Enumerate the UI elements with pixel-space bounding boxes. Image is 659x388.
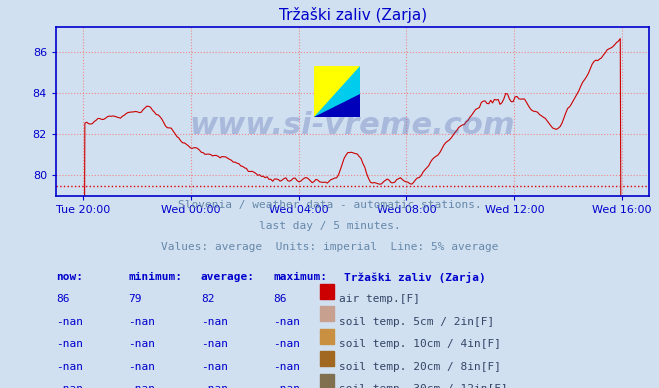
Text: -nan: -nan [273, 339, 301, 349]
Text: Values: average  Units: imperial  Line: 5% average: Values: average Units: imperial Line: 5%… [161, 242, 498, 253]
Text: -nan: -nan [129, 362, 156, 372]
Text: -nan: -nan [201, 362, 228, 372]
Text: minimum:: minimum: [129, 272, 183, 282]
Text: soil temp. 20cm / 8in[F]: soil temp. 20cm / 8in[F] [339, 362, 501, 372]
Text: -nan: -nan [273, 317, 301, 327]
Text: -nan: -nan [56, 362, 83, 372]
Text: soil temp. 30cm / 12in[F]: soil temp. 30cm / 12in[F] [339, 384, 508, 388]
Text: Slovenia / weather data - automatic stations.: Slovenia / weather data - automatic stat… [178, 200, 481, 210]
Text: last day / 5 minutes.: last day / 5 minutes. [258, 221, 401, 231]
Text: -nan: -nan [201, 339, 228, 349]
Text: soil temp. 5cm / 2in[F]: soil temp. 5cm / 2in[F] [339, 317, 495, 327]
Text: -nan: -nan [273, 362, 301, 372]
Text: 86: 86 [56, 294, 69, 304]
Text: -nan: -nan [201, 317, 228, 327]
Text: average:: average: [201, 272, 255, 282]
Polygon shape [314, 94, 360, 117]
Text: -nan: -nan [56, 317, 83, 327]
Text: -nan: -nan [56, 339, 83, 349]
Polygon shape [314, 66, 360, 117]
Text: -nan: -nan [201, 384, 228, 388]
Text: -nan: -nan [129, 384, 156, 388]
Text: 82: 82 [201, 294, 214, 304]
Text: air temp.[F]: air temp.[F] [339, 294, 420, 304]
Text: www.si-vreme.com: www.si-vreme.com [190, 111, 515, 140]
Text: -nan: -nan [56, 384, 83, 388]
Text: soil temp. 10cm / 4in[F]: soil temp. 10cm / 4in[F] [339, 339, 501, 349]
Title: Tržaški zaliv (Zarja): Tržaški zaliv (Zarja) [279, 7, 426, 23]
Text: now:: now: [56, 272, 83, 282]
Text: 79: 79 [129, 294, 142, 304]
Text: -nan: -nan [129, 317, 156, 327]
Text: 86: 86 [273, 294, 287, 304]
Polygon shape [314, 66, 360, 117]
Text: -nan: -nan [129, 339, 156, 349]
Text: maximum:: maximum: [273, 272, 328, 282]
Text: -nan: -nan [273, 384, 301, 388]
Text: Tržaški zaliv (Zarja): Tržaški zaliv (Zarja) [344, 272, 486, 282]
